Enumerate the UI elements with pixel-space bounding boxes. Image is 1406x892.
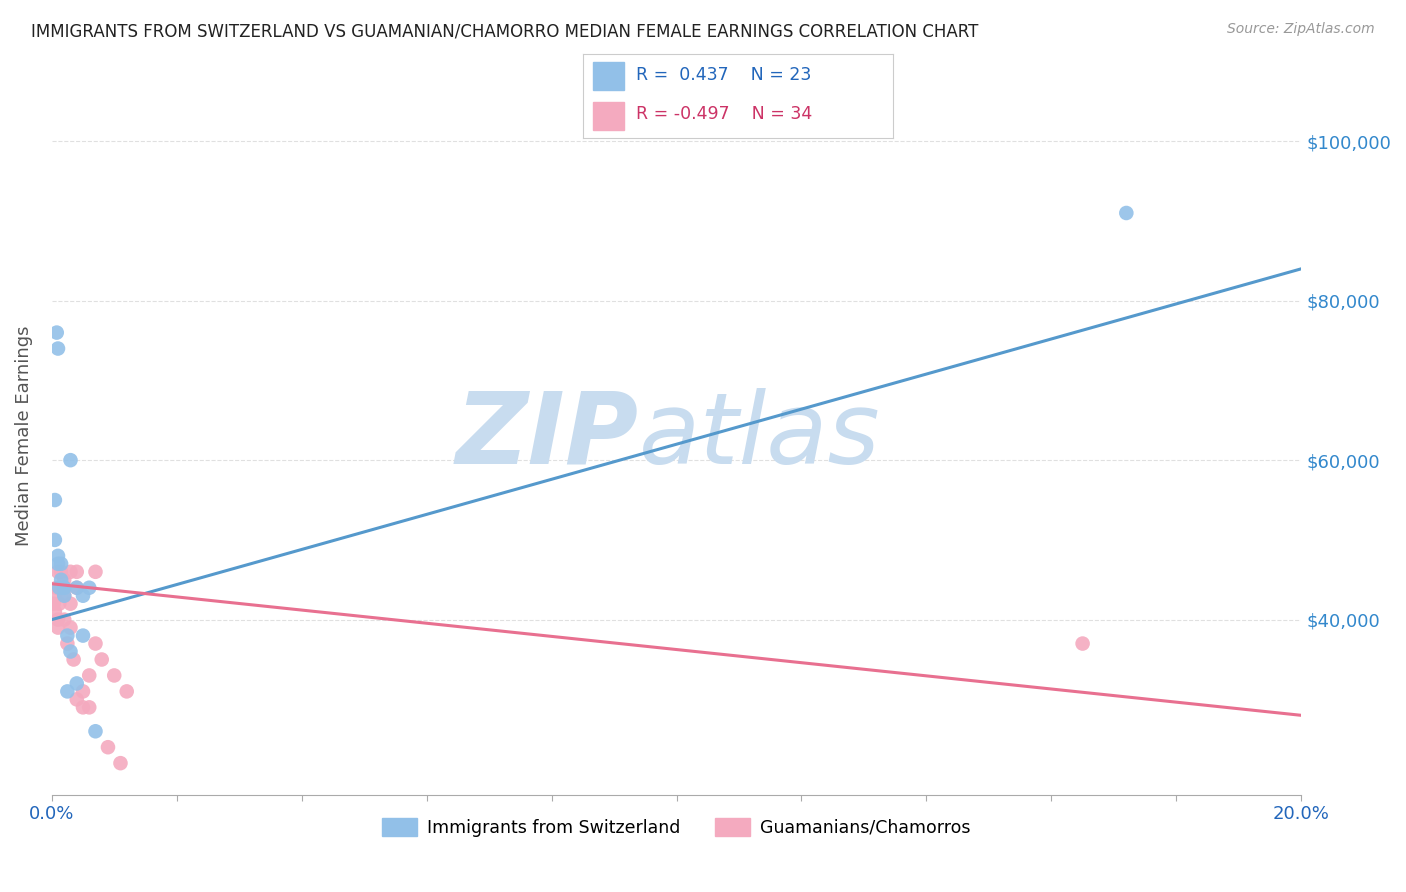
Point [115,684,138,698]
Point [48,597,70,611]
Point [72,589,94,603]
Point [44,493,66,508]
Point [110,756,132,771]
Point [66,676,89,690]
Point [1115,206,1137,220]
Point [53,581,76,595]
Point [42,597,65,611]
Point [97,740,120,755]
Point [90,652,112,666]
Point [44,589,66,603]
Point [77,581,100,595]
Point [53,589,76,603]
Text: atlas: atlas [638,388,880,484]
Point [59,597,82,611]
Point [46,342,69,356]
Point [62,652,84,666]
Point [46,549,69,563]
Point [46,613,69,627]
Point [56,684,79,698]
Point [49,557,72,571]
Text: IMMIGRANTS FROM SWITZERLAND VS GUAMANIAN/CHAMORRO MEDIAN FEMALE EARNINGS CORRELA: IMMIGRANTS FROM SWITZERLAND VS GUAMANIAN… [31,22,979,40]
Point [45,581,67,595]
Bar [593,62,624,90]
Point [1071,636,1094,650]
Point [45,326,67,340]
Point [77,700,100,714]
Point [66,581,89,595]
Point [66,565,89,579]
Point [53,589,76,603]
Point [49,573,72,587]
Point [46,621,69,635]
Point [59,565,82,579]
Point [46,557,69,571]
Legend: Immigrants from Switzerland, Guamanians/Chamorros: Immigrants from Switzerland, Guamanians/… [375,811,979,844]
Point [103,668,125,682]
Point [77,668,100,682]
Point [72,684,94,698]
Point [56,636,79,650]
Point [66,581,89,595]
Point [84,636,107,650]
Point [53,581,76,595]
Point [46,565,69,579]
Point [72,700,94,714]
Bar [593,102,624,130]
Point [49,581,72,595]
Point [84,565,107,579]
Point [53,613,76,627]
Point [48,581,70,595]
Text: ZIP: ZIP [456,388,638,484]
Point [84,724,107,739]
Point [53,573,76,587]
Point [44,533,66,547]
Point [59,453,82,467]
Point [59,644,82,658]
Point [66,692,89,706]
Point [53,581,76,595]
Point [59,621,82,635]
Text: R = -0.497    N = 34: R = -0.497 N = 34 [636,105,813,123]
Y-axis label: Median Female Earnings: Median Female Earnings [15,326,32,547]
Point [72,629,94,643]
Point [56,629,79,643]
Point [44,605,66,619]
Text: R =  0.437    N = 23: R = 0.437 N = 23 [636,66,811,84]
Text: Source: ZipAtlas.com: Source: ZipAtlas.com [1227,22,1375,37]
Point [49,565,72,579]
